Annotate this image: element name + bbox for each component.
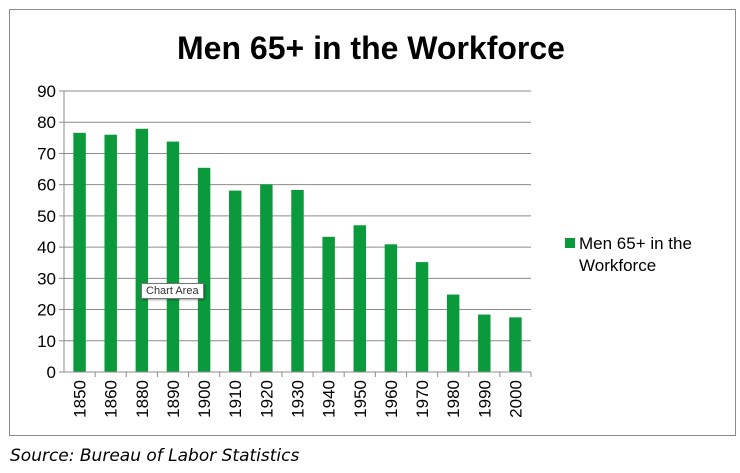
bar [509, 317, 522, 372]
axes: 0 10 20 30 40 50 60 70 80 90 1850 1860 1880 1890 1900 1… [37, 82, 532, 418]
y-tick-label: 70 [37, 144, 56, 163]
bar [135, 128, 149, 372]
x-tick-label: 1880 [133, 380, 152, 418]
y-tick-label: 30 [37, 269, 56, 288]
bar [166, 141, 180, 372]
y-tick-label: 10 [37, 332, 56, 351]
bar [322, 236, 335, 372]
bar [291, 189, 304, 372]
legend-label-line-2: Workforce [579, 256, 656, 275]
bar [384, 244, 398, 372]
bar [73, 132, 86, 372]
legend-swatch [565, 238, 575, 248]
x-tick-label: 1910 [226, 380, 245, 418]
x-tick-label: 1950 [351, 380, 370, 418]
x-tick-label: 1990 [475, 380, 494, 418]
source-note: Source: Bureau of Labor Statistics [10, 446, 300, 466]
x-tick-label: 1920 [257, 380, 276, 418]
bar [260, 184, 273, 372]
x-tick-label: 2000 [506, 380, 525, 418]
y-tick-label: 20 [37, 301, 56, 320]
x-tick-label: 1900 [195, 380, 214, 418]
x-tick-label: 1860 [102, 380, 121, 418]
x-tick-label: 1850 [71, 380, 90, 418]
x-tick-label: 1960 [382, 380, 401, 418]
x-tick-label: 1930 [289, 380, 308, 418]
y-tick-label: 60 [37, 176, 56, 195]
bar [478, 314, 491, 372]
bar-chart: Men 65+ in the Workforce 0 10 20 30 40 50 60 70… [37, 30, 697, 418]
x-tick-label: 1980 [444, 380, 463, 418]
bar [353, 225, 366, 372]
bar [415, 262, 429, 372]
x-tick-label: 1970 [413, 380, 432, 418]
y-tick-label: 50 [37, 207, 56, 226]
bar [446, 294, 460, 372]
y-tick-label: 90 [37, 82, 56, 101]
bars [73, 128, 522, 372]
y-tick-label: 80 [37, 113, 56, 132]
bar [197, 167, 211, 372]
x-tick-label: 1940 [320, 380, 339, 418]
legend-label-line-1: Men 65+ in the [579, 234, 692, 253]
legend-label: Men 65+ in the Workforce [579, 234, 697, 275]
legend[interactable]: Men 65+ in the Workforce [565, 234, 697, 275]
x-tick-label: 1890 [164, 380, 183, 418]
bar [229, 190, 242, 372]
chart-area-tooltip: Chart Area [141, 283, 204, 299]
chart-title: Men 65+ in the Workforce [177, 30, 565, 66]
chart-area[interactable]: Men 65+ in the Workforce 0 10 20 30 40 50 60 70… [9, 9, 736, 436]
bar [104, 134, 117, 372]
y-tick-label: 0 [47, 363, 56, 382]
y-tick-label: 40 [37, 238, 56, 257]
